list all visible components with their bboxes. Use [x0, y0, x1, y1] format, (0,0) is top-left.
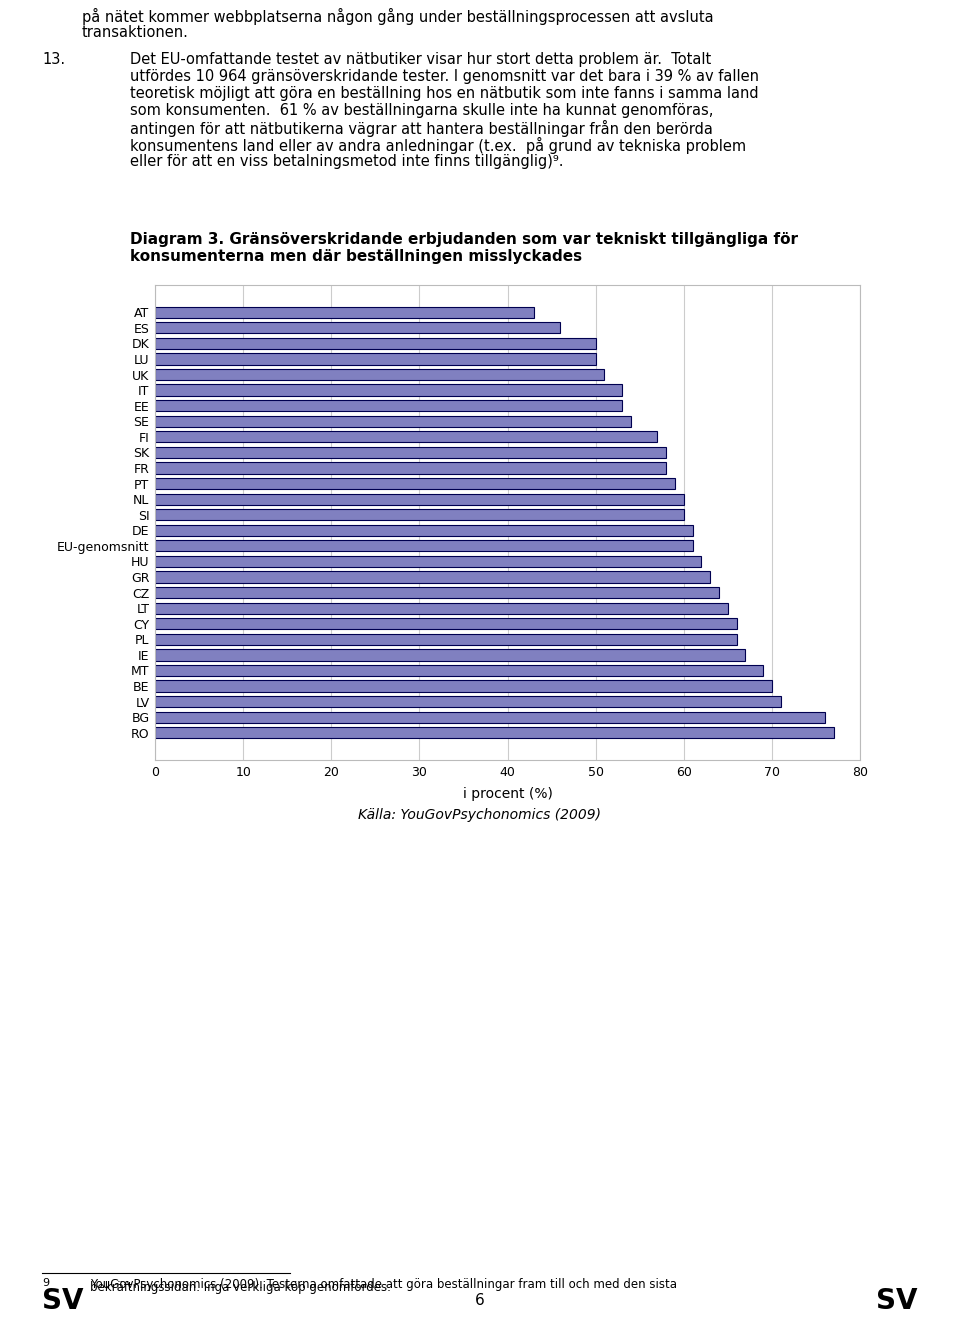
- Bar: [155, 354, 595, 364]
- Text: SV: SV: [42, 1287, 84, 1315]
- Bar: [155, 524, 692, 536]
- Bar: [155, 478, 675, 490]
- X-axis label: i procent (%): i procent (%): [463, 787, 552, 801]
- Text: konsumentens land eller av andra anledningar (t.ex.  på grund av tekniska proble: konsumentens land eller av andra anledni…: [130, 137, 746, 154]
- Text: som konsumenten.  61 % av beställningarna skulle inte ha kunnat genomföras,: som konsumenten. 61 % av beställningarna…: [130, 103, 713, 117]
- Bar: [155, 462, 666, 474]
- Bar: [155, 696, 780, 708]
- Bar: [155, 587, 719, 598]
- Text: 9: 9: [42, 1278, 49, 1288]
- Text: 6: 6: [475, 1292, 485, 1308]
- Bar: [155, 556, 702, 568]
- Bar: [155, 338, 595, 348]
- Text: Det EU-omfattande testet av nätbutiker visar hur stort detta problem är.  Totalt: Det EU-omfattande testet av nätbutiker v…: [130, 51, 711, 67]
- Bar: [155, 384, 622, 396]
- Text: 13.: 13.: [42, 51, 65, 67]
- Text: SV: SV: [876, 1287, 918, 1315]
- Bar: [155, 446, 666, 458]
- Bar: [155, 306, 534, 318]
- Bar: [155, 416, 631, 426]
- Bar: [155, 680, 772, 692]
- Text: teoretisk möjligt att göra en beställning hos en nätbutik som inte fanns i samma: teoretisk möjligt att göra en beställnin…: [130, 86, 758, 102]
- Bar: [155, 665, 763, 676]
- Text: utfördes 10 964 gränsöverskridande tester. I genomsnitt var det bara i 39 % av f: utfördes 10 964 gränsöverskridande teste…: [130, 69, 759, 84]
- Text: eller för att en viss betalningsmetod inte finns tillgänglig)⁹.: eller för att en viss betalningsmetod in…: [130, 154, 564, 169]
- Bar: [155, 322, 561, 334]
- Bar: [155, 711, 825, 723]
- Bar: [155, 368, 605, 380]
- Text: på nätet kommer webbplatserna någon gång under beställningsprocessen att avsluta: på nätet kommer webbplatserna någon gång…: [82, 8, 713, 25]
- Bar: [155, 572, 710, 582]
- Bar: [155, 618, 736, 630]
- Text: transaktionen.: transaktionen.: [82, 25, 189, 40]
- Text: Diagram 3. Gränsöverskridande erbjudanden som var tekniskt tillgängliga för: Diagram 3. Gränsöverskridande erbjudande…: [130, 232, 798, 247]
- Text: Källa: YouGovPsychonomics (2009): Källa: YouGovPsychonomics (2009): [358, 808, 602, 822]
- Bar: [155, 649, 745, 660]
- Bar: [155, 727, 833, 738]
- Bar: [155, 540, 692, 552]
- Bar: [155, 510, 684, 520]
- Bar: [155, 602, 728, 614]
- Bar: [155, 432, 658, 442]
- Text: konsumenterna men där beställningen misslyckades: konsumenterna men där beställningen miss…: [130, 249, 582, 264]
- Bar: [155, 634, 736, 645]
- Text: bekräftningssidan. Inga verkliga köp genomfördes.: bekräftningssidan. Inga verkliga köp gen…: [90, 1280, 391, 1294]
- Text: YouGovPsychonomics (2009). Testerna omfattade att göra beställningar fram till o: YouGovPsychonomics (2009). Testerna omfa…: [90, 1278, 677, 1291]
- Bar: [155, 400, 622, 412]
- Text: antingen för att nätbutikerna vägrar att hantera beställningar från den berörda: antingen för att nätbutikerna vägrar att…: [130, 120, 713, 137]
- Bar: [155, 494, 684, 504]
